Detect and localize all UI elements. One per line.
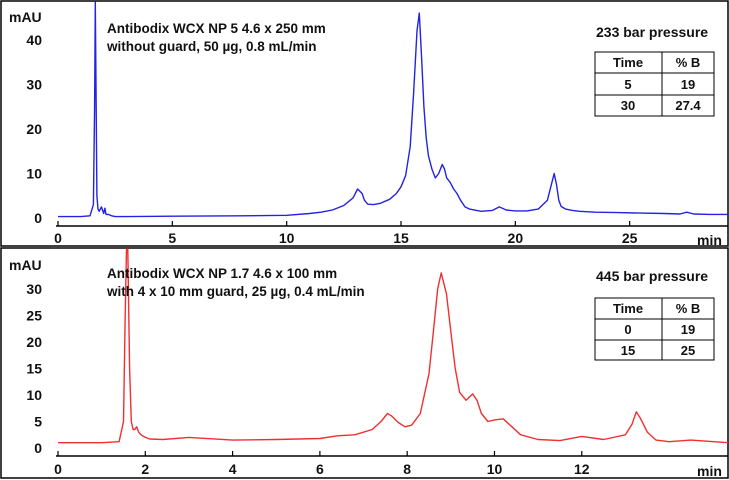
table-cell: 19	[681, 77, 695, 92]
table-cell: 27.4	[675, 98, 701, 113]
gradient-table: Time % B 5 19 30 27.4	[594, 51, 715, 117]
column-description-line-1: Antibodix WCX NP 5 4.6 x 250 mm	[107, 21, 326, 36]
x-tick-label: 10	[487, 461, 503, 477]
x-tick-label: 2	[141, 461, 149, 477]
y-tick-label: 25	[26, 307, 42, 323]
x-tick-label: 8	[403, 461, 411, 477]
table-cell: 25	[681, 343, 695, 358]
y-tick-label: 10	[26, 165, 42, 181]
x-tick-label: 4	[229, 461, 237, 477]
x-axis-ticks: 0 2 4 6 8 10 12	[54, 451, 590, 477]
chromatogram-trace	[58, 248, 729, 444]
y-axis-ticks: 0 10 20 30 40	[26, 32, 42, 226]
pressure-label: 233 bar pressure	[596, 24, 708, 40]
y-tick-label: 30	[26, 76, 42, 92]
y-tick-label: 30	[26, 281, 42, 297]
table-header-percent-b: % B	[676, 301, 701, 316]
x-tick-label: 15	[393, 230, 409, 246]
x-tick-label: 12	[574, 461, 590, 477]
table-cell: 15	[621, 343, 635, 358]
x-axis-ticks: 0 5 10 15 20 25	[54, 221, 638, 246]
y-tick-label: 20	[26, 334, 42, 350]
chromatogram-panel-top: 0 10 20 30 40 0 5 10 15 20 25 mAU min Antibodix W…	[0, 0, 729, 248]
x-tick-label: 25	[622, 230, 638, 246]
y-tick-label: 20	[26, 121, 42, 137]
x-tick-label: 0	[54, 230, 62, 246]
x-tick-label: 20	[508, 230, 524, 246]
y-tick-label: 10	[26, 387, 42, 403]
chromatogram-panel-bottom: 0 5 10 15 20 25 30 0 2 4 6 8 10 12 mAU min Antibodix…	[0, 247, 729, 479]
x-axis-unit-label: min	[697, 463, 722, 479]
y-axis-unit-label: mAU	[9, 257, 42, 273]
x-tick-label: 0	[54, 461, 62, 477]
y-axis-unit-label: mAU	[9, 9, 42, 25]
x-tick-label: 6	[316, 461, 324, 477]
y-tick-label: 40	[26, 32, 42, 48]
table-header-time: Time	[613, 55, 643, 70]
column-description-line-1: Antibodix WCX NP 1.7 4.6 x 100 mm	[107, 266, 337, 281]
chromatogram-trace	[58, 1, 728, 218]
x-tick-label: 10	[279, 230, 295, 246]
table-cell: 5	[624, 77, 631, 92]
gradient-table: Time % B 0 19 15 25	[594, 297, 715, 361]
x-axis-unit-label: min	[697, 232, 722, 248]
y-axis-ticks: 0 5 10 15 20 25 30	[26, 281, 42, 456]
y-tick-label: 15	[26, 360, 42, 376]
plot-frame	[0, 247, 729, 479]
column-description-line-2: without guard, 50 µg, 0.8 mL/min	[106, 39, 317, 54]
table-border	[594, 297, 715, 361]
plot-frame	[0, 0, 729, 247]
table-header-percent-b: % B	[676, 55, 701, 70]
y-tick-label: 0	[34, 210, 42, 226]
table-cell: 0	[624, 322, 631, 337]
x-tick-label: 5	[168, 230, 176, 246]
column-description-line-2: with 4 x 10 mm guard, 25 µg, 0.4 mL/min	[106, 284, 365, 299]
table-cell: 19	[681, 322, 695, 337]
y-tick-label: 0	[34, 440, 42, 456]
table-cell: 30	[621, 98, 635, 113]
table-border	[594, 51, 715, 117]
y-tick-label: 5	[34, 414, 42, 430]
table-header-time: Time	[613, 301, 643, 316]
pressure-label: 445 bar pressure	[596, 268, 708, 284]
